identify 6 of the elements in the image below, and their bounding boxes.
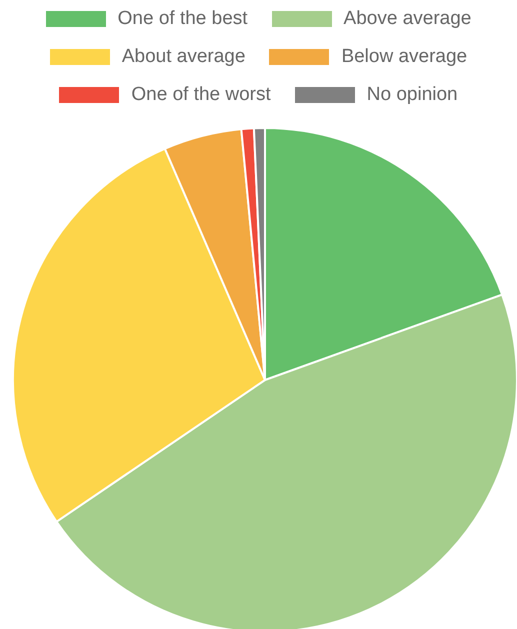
legend-label: One of the best bbox=[118, 8, 248, 30]
legend-label: About average bbox=[122, 46, 246, 68]
legend-label: No opinion bbox=[366, 84, 458, 106]
legend-label: One of the worst bbox=[131, 84, 271, 106]
legend-label: Above average bbox=[344, 8, 472, 30]
legend-label: Below average bbox=[341, 46, 468, 68]
